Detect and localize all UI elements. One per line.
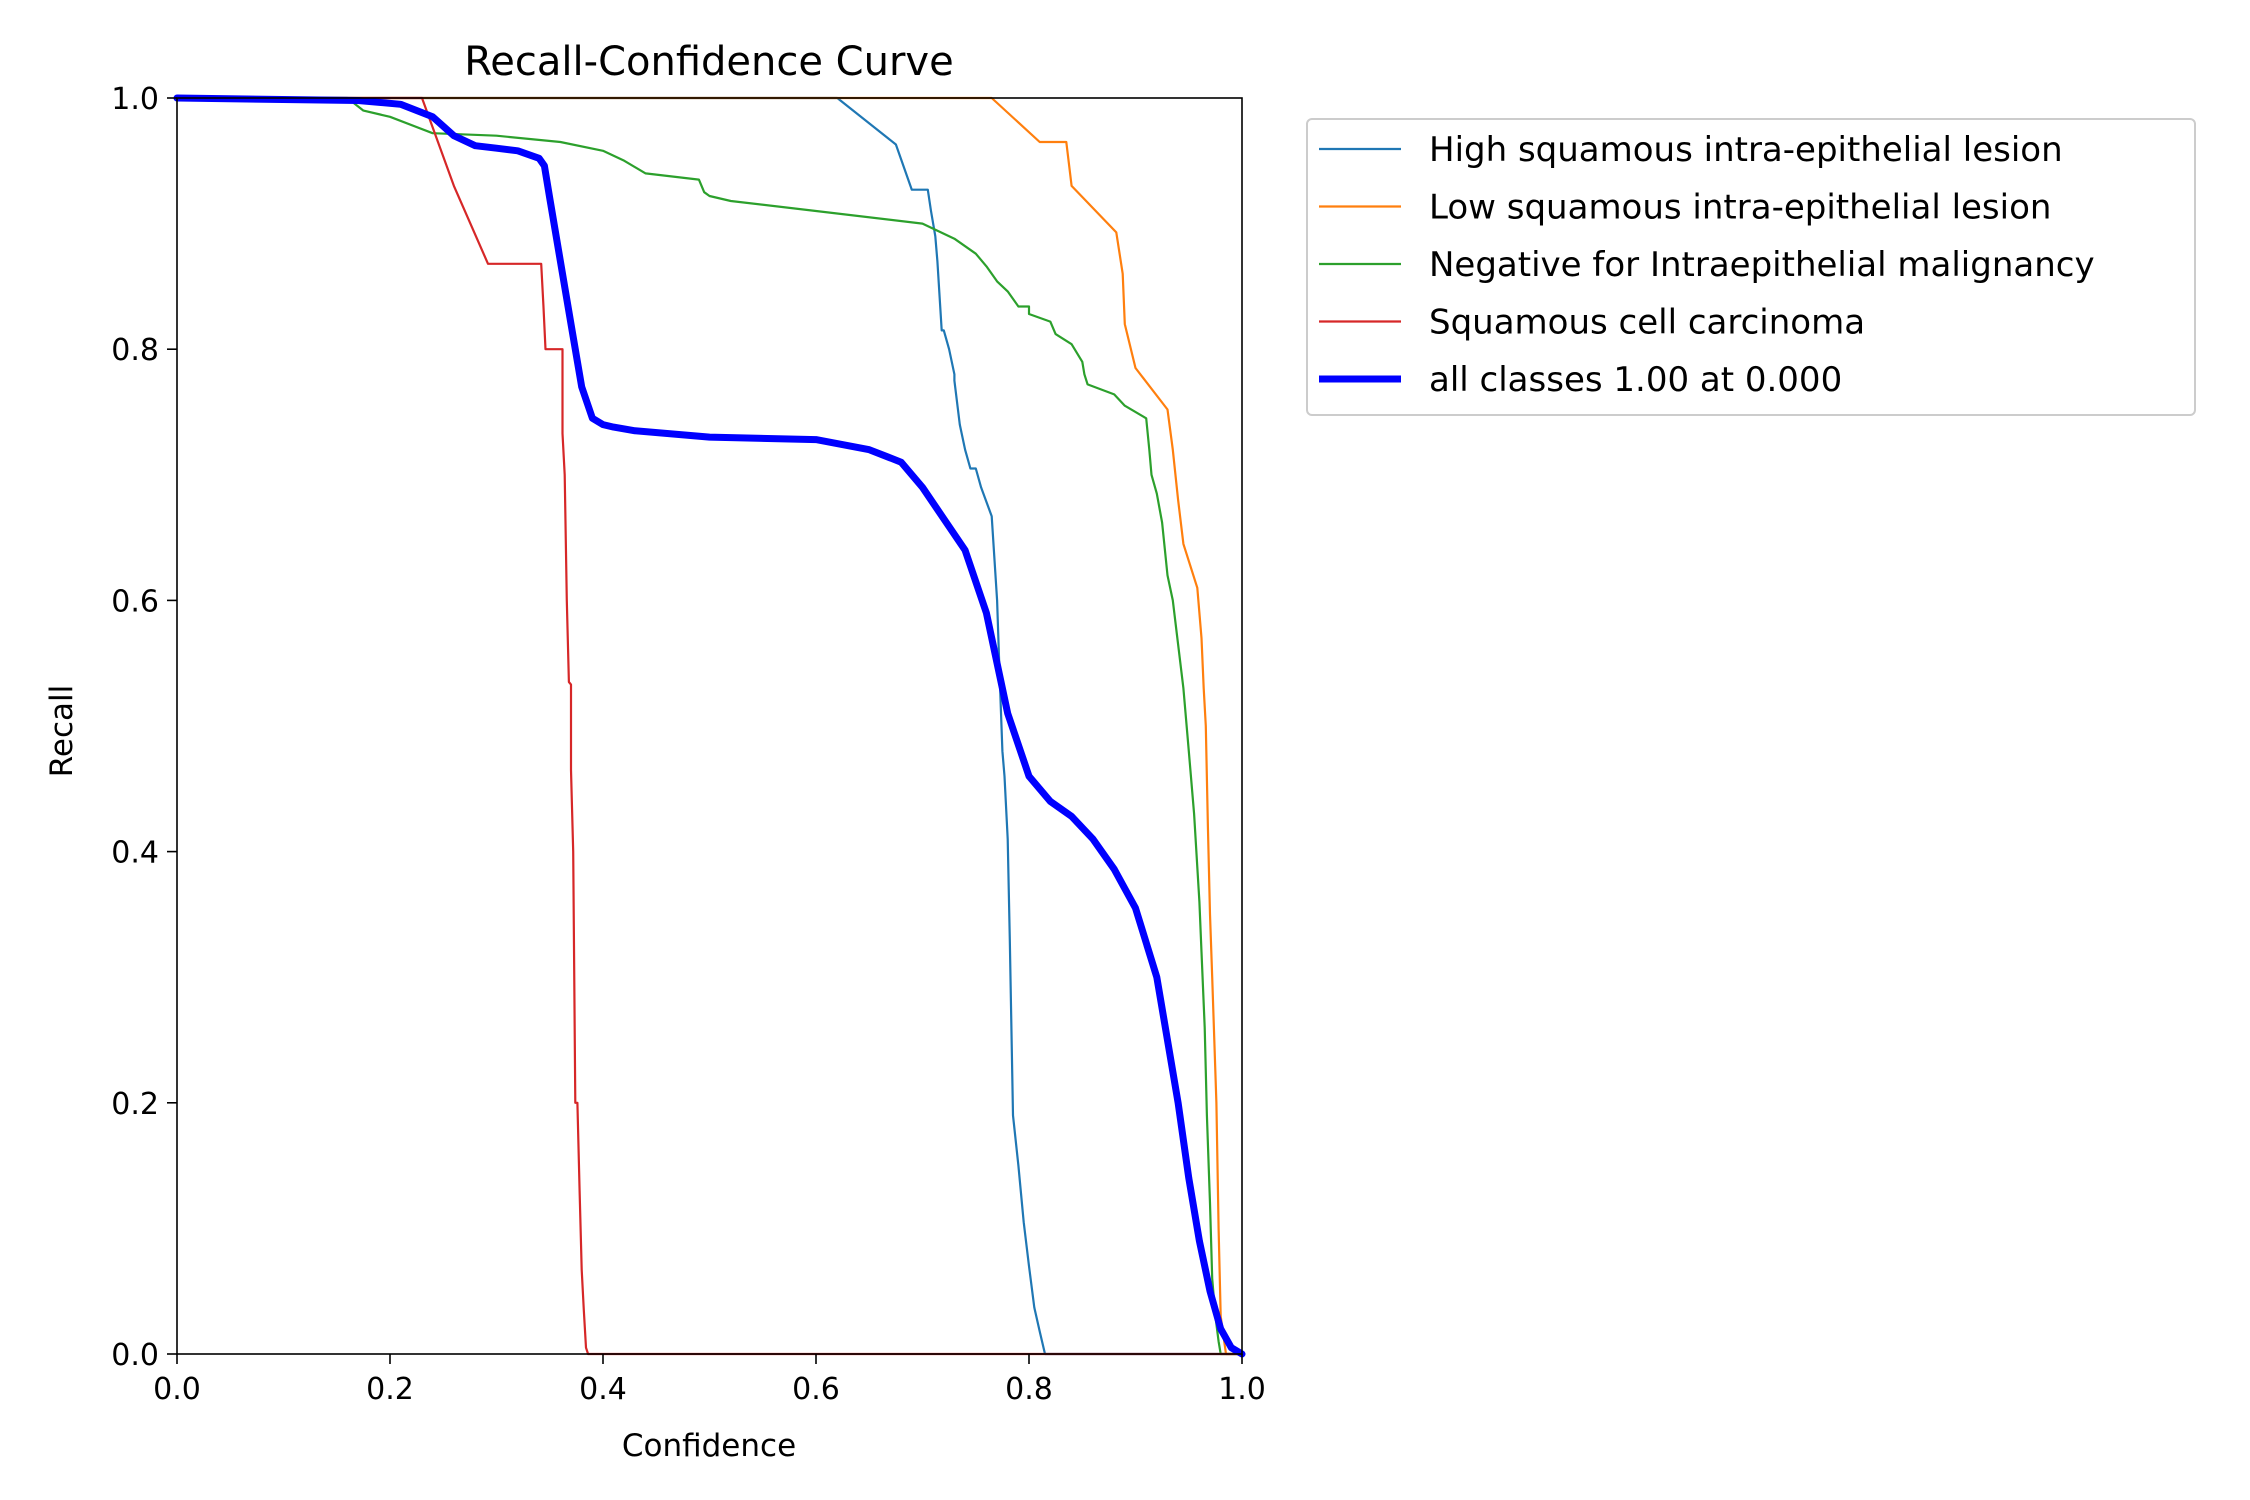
series-line-squamous-cell-carcinoma: [175, 96, 1244, 1356]
y-tick-label: 1.0: [111, 82, 159, 117]
legend: High squamous intra-epithelial lesion Low…: [1306, 118, 2196, 416]
y-tick-label: 0.8: [111, 333, 159, 368]
legend-entry: all classes 1.00 at 0.000: [1429, 360, 1842, 400]
x-tick-label: 0.2: [366, 1372, 414, 1407]
y-axis-ticks: 0.0 0.2 0.4 0.6 0.8 1.0: [111, 82, 177, 1373]
x-tick-label: 0.8: [1005, 1372, 1053, 1407]
y-tick-label: 0.0: [111, 1338, 159, 1373]
y-axis-label: Recall: [44, 685, 80, 778]
series-line-high-squamous-intra-epithelial-lesion: [175, 96, 1244, 1356]
x-tick-label: 1.0: [1218, 1372, 1266, 1407]
x-axis-label: Confidence: [622, 1428, 796, 1464]
plot-frame: [176, 97, 1243, 1355]
series-line-low-squamous-intra-epithelial-lesion: [175, 96, 1244, 1356]
x-tick-label: 0.4: [579, 1372, 627, 1407]
x-tick-label: 0.0: [153, 1372, 201, 1407]
chart-title: Recall-Confidence Curve: [464, 39, 953, 85]
legend-entry: Low squamous intra-epithelial lesion: [1429, 188, 2051, 228]
legend-entry: Negative for Intraepithelial malignancy: [1429, 245, 2095, 285]
y-tick-label: 0.4: [111, 836, 159, 871]
y-tick-label: 0.6: [111, 584, 159, 619]
legend-box: [1306, 118, 2196, 416]
legend-entry: Squamous cell carcinoma: [1429, 303, 1865, 343]
x-axis-ticks: 0.0 0.2 0.4 0.6 0.8 1.0: [153, 1354, 1266, 1407]
series-line-all-classes-1-00-at-0-000: [173, 94, 1246, 1358]
y-tick-label: 0.2: [111, 1087, 159, 1122]
x-tick-label: 0.6: [792, 1372, 840, 1407]
plot-area: [173, 94, 1246, 1358]
series-line-negative-for-intraepithelial-malignancy: [175, 96, 1244, 1356]
legend-entry: High squamous intra-epithelial lesion: [1429, 130, 2063, 170]
